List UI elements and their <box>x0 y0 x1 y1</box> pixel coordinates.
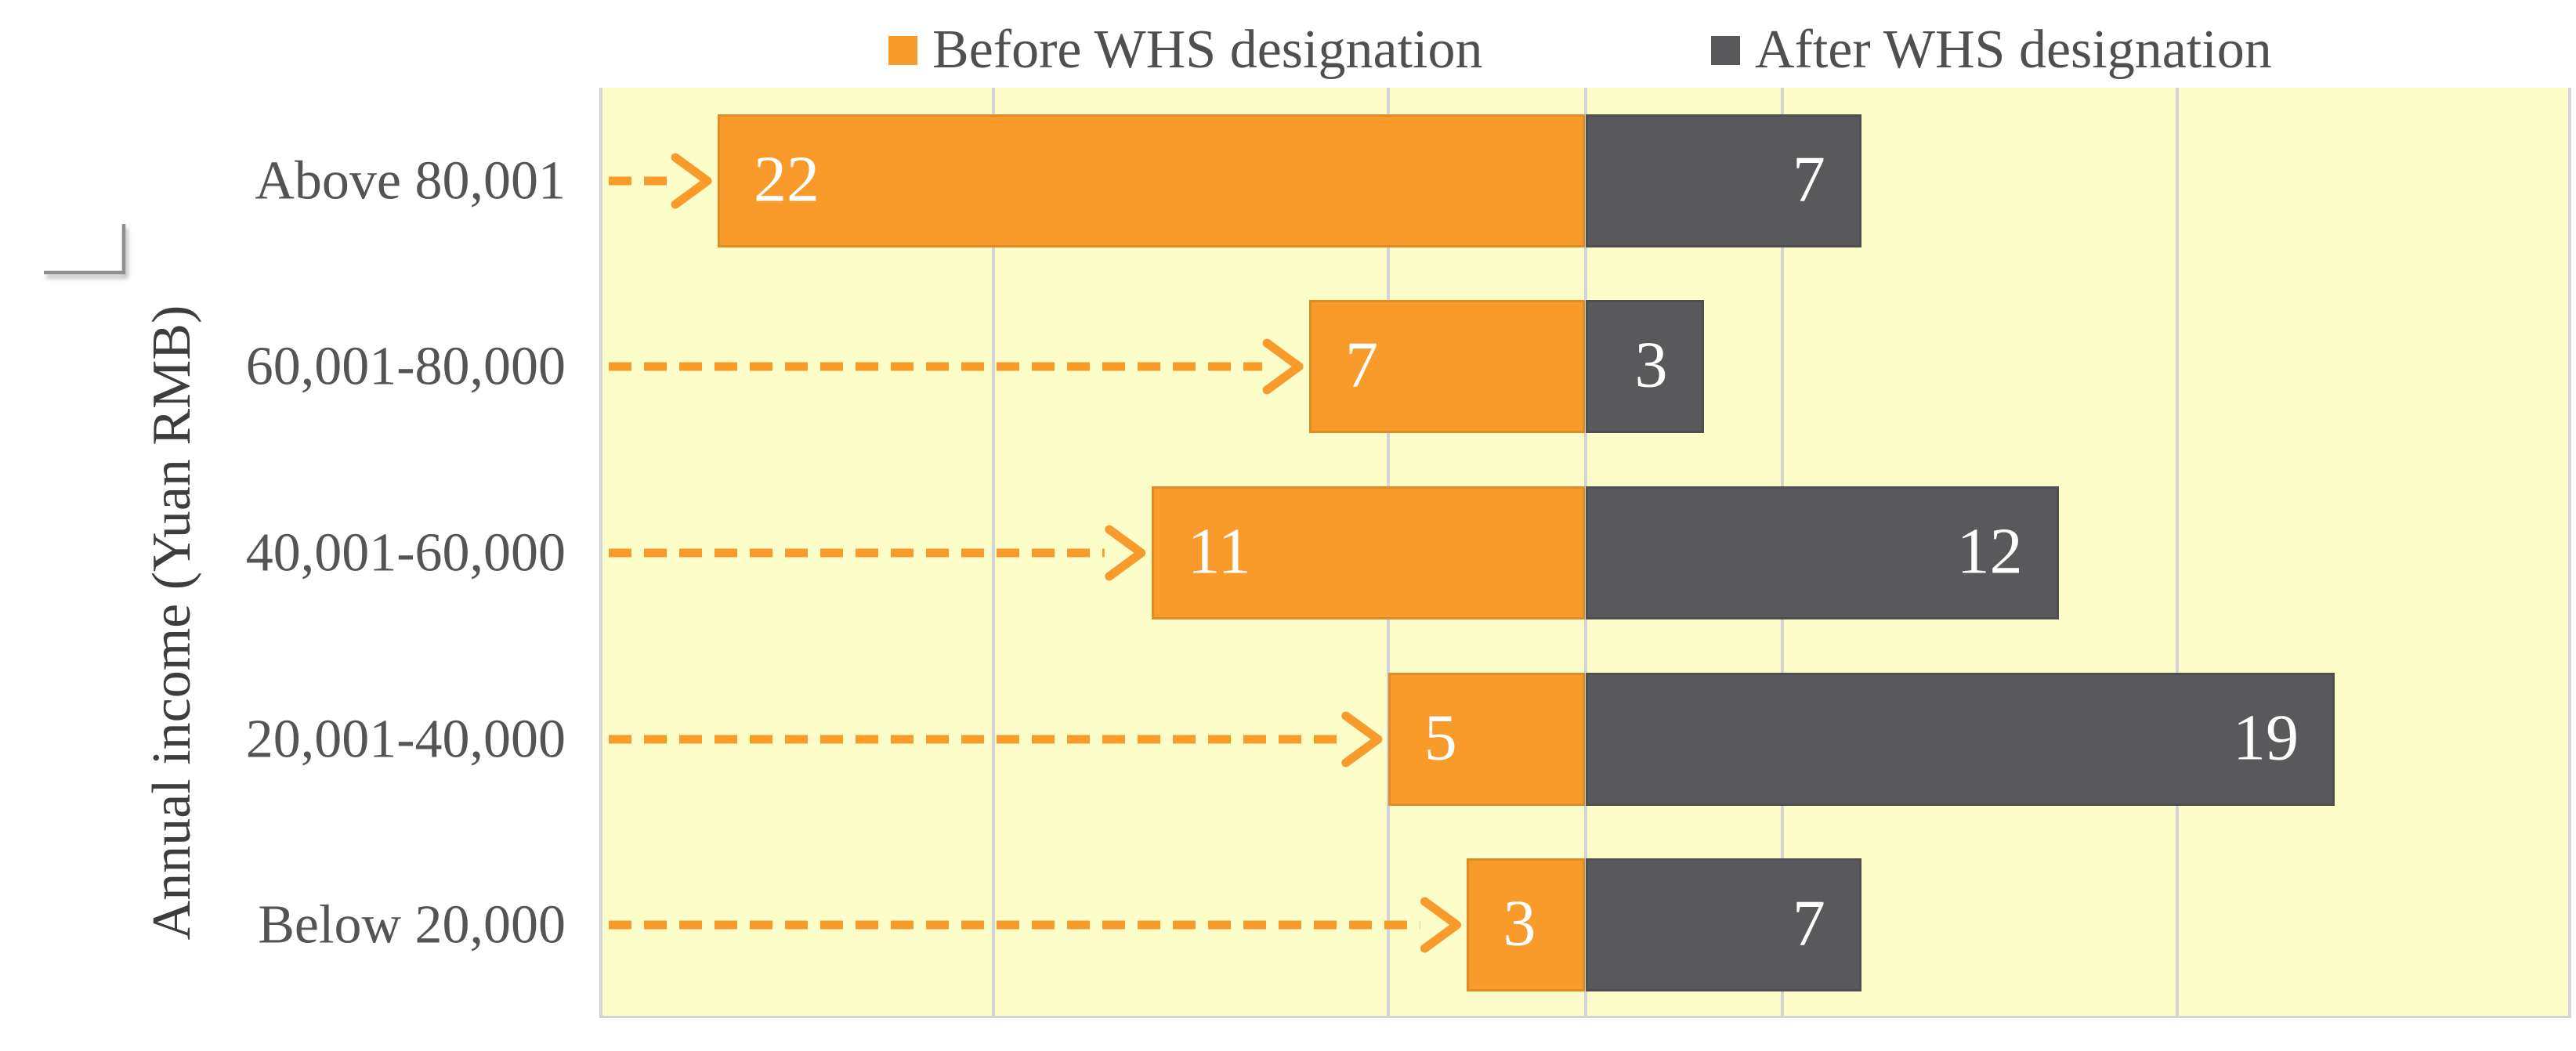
dashed-arrow-icon-4 <box>609 897 1461 953</box>
legend-label-after: After WHS designation <box>1755 20 2272 80</box>
category-label-0: Above 80,001 <box>255 150 566 211</box>
bar-value-after-1: 3 <box>1634 328 1668 402</box>
bar-after-4 <box>1585 858 1861 992</box>
bar-after-2 <box>1585 486 2059 619</box>
legend-item-after: After WHS designation <box>1711 17 2272 83</box>
bar-value-before-2: 11 <box>1187 515 1251 588</box>
bar-value-after-0: 7 <box>1792 143 1825 216</box>
bar-value-after-4: 7 <box>1792 887 1825 960</box>
bar-before-4 <box>1467 858 1586 992</box>
legend-marker-after-icon <box>1711 35 1740 65</box>
corner-mark-icon <box>44 224 126 275</box>
legend-item-before: Before WHS designation <box>888 17 1482 83</box>
bar-after-1 <box>1585 300 1704 434</box>
bar-value-after-2: 12 <box>1956 515 2023 588</box>
bar-before-3 <box>1387 672 1586 806</box>
category-label-2: 40,001-60,000 <box>245 522 566 583</box>
gridline <box>599 88 602 1016</box>
bar-before-0 <box>718 114 1586 247</box>
gridline <box>992 88 996 1016</box>
dashed-arrow-icon-0 <box>609 153 712 209</box>
category-label-1: 60,001-80,000 <box>245 336 566 397</box>
dashed-arrow-icon-3 <box>609 711 1383 767</box>
bar-value-after-3: 19 <box>2232 700 2299 774</box>
gridline <box>2175 88 2179 1016</box>
bar-after-0 <box>1585 114 1861 247</box>
category-label-4: Below 20,000 <box>258 894 566 955</box>
bar-value-before-0: 22 <box>754 143 820 216</box>
dashed-arrow-icon-1 <box>609 338 1304 395</box>
gridline <box>2568 88 2571 1016</box>
bar-value-before-3: 5 <box>1424 700 1457 774</box>
legend-marker-before-icon <box>888 35 917 65</box>
bar-value-before-4: 3 <box>1503 887 1536 960</box>
bar-before-2 <box>1151 486 1586 619</box>
bar-before-1 <box>1309 300 1586 434</box>
bar-value-before-1: 7 <box>1345 328 1379 402</box>
category-label-3: 20,001-40,000 <box>245 709 566 770</box>
plot-area: 22 7 7 3 11 12 5 19 3 7 <box>599 88 2571 1018</box>
bar-after-3 <box>1585 672 2335 806</box>
legend-label-before: Before WHS designation <box>932 20 1483 80</box>
dashed-arrow-icon-2 <box>609 525 1146 581</box>
